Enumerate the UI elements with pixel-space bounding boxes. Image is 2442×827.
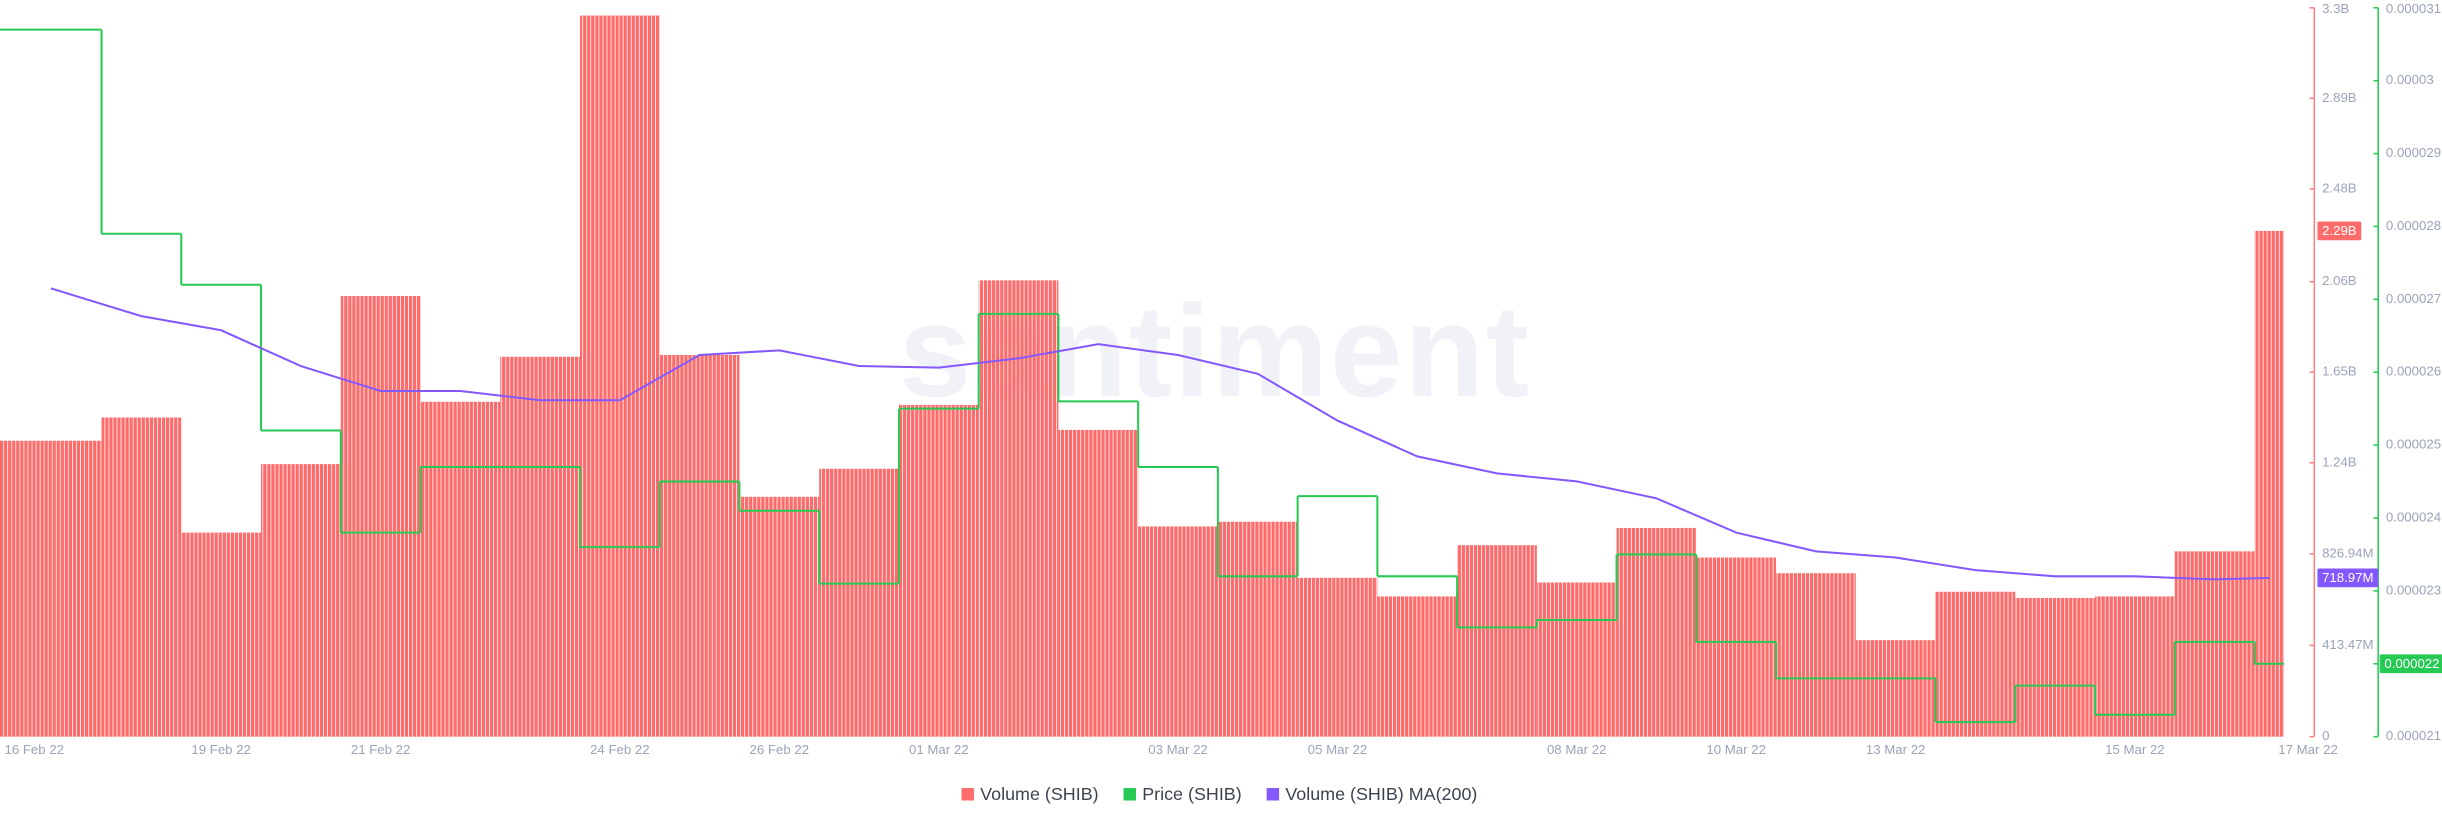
- value-label: 0.000022: [2384, 656, 2439, 671]
- x-tick-label: 19 Feb 22: [191, 742, 251, 757]
- bar: [1377, 596, 1458, 737]
- y2-tick-label: 0.000029: [2386, 145, 2441, 160]
- bar: [1217, 521, 1298, 737]
- bar: [1696, 557, 1777, 737]
- bar: [2254, 230, 2285, 737]
- legend-swatch: [961, 788, 974, 801]
- y-tick-label: 1.24B: [2322, 454, 2357, 469]
- bar: [0, 440, 102, 737]
- bar: [898, 404, 979, 737]
- bar: [739, 496, 820, 737]
- y2-tick-label: 0.000031: [2386, 1, 2441, 16]
- bar: [1536, 582, 1617, 737]
- bar: [579, 15, 660, 737]
- x-tick-label: 24 Feb 22: [590, 742, 650, 757]
- legend-swatch: [1266, 788, 1280, 801]
- x-tick-label: 01 Mar 22: [909, 742, 969, 757]
- y2-tick-label: 0.000027: [2386, 291, 2441, 306]
- x-tick-label: 17 Mar 22: [2278, 742, 2338, 757]
- y-tick-label: 1.65B: [2322, 364, 2357, 379]
- y-tick-label: 826.94M: [2322, 546, 2373, 561]
- bar: [261, 464, 341, 737]
- value-badge: 718.97M: [2317, 568, 2379, 588]
- value-label: 718.97M: [2322, 570, 2373, 585]
- legend: Volume (SHIB) Price (SHIB) Volume (SHIB) M…: [961, 784, 1477, 804]
- legend-label: Volume (SHIB): [980, 784, 1098, 804]
- bar: [819, 468, 899, 737]
- value-badge-box: [2379, 654, 2442, 674]
- bar: [1776, 573, 1856, 737]
- bar: [1138, 526, 1218, 737]
- legend-swatch: [1123, 788, 1136, 801]
- y-tick-label: 3.3B: [2322, 1, 2349, 16]
- bar: [659, 355, 740, 737]
- y2-tick-label: 0.00003: [2386, 72, 2434, 87]
- bar: [101, 417, 182, 737]
- x-tick-label: 13 Mar 22: [1866, 742, 1926, 757]
- y2-tick-label: 0.000028: [2386, 218, 2441, 233]
- x-tick-label: 21 Feb 22: [351, 742, 411, 757]
- y2-tick-label: 0.000025: [2386, 437, 2441, 452]
- bar: [2174, 551, 2255, 737]
- y2-tick-label: 0.000021: [2386, 728, 2441, 743]
- y2-tick-label: 0.000024: [2386, 510, 2441, 525]
- bar: [340, 296, 421, 737]
- bar: [181, 532, 262, 737]
- line: [50, 287, 2270, 581]
- bar: [1058, 429, 1139, 737]
- x-tick-label: 10 Mar 22: [1706, 742, 1766, 757]
- y-tick-label: 2.48B: [2322, 180, 2357, 195]
- y-tick-label: 0: [2322, 728, 2329, 743]
- bar: [2095, 596, 2175, 737]
- value-badge-box: [2317, 568, 2379, 588]
- x-tick-label: 05 Mar 22: [1308, 742, 1368, 757]
- x-tick-label: 16 Feb 22: [4, 742, 64, 757]
- bar: [1297, 577, 1378, 737]
- bar: [978, 280, 1059, 737]
- bar: [1855, 640, 1936, 737]
- y-tick-label: 413.47M: [2322, 637, 2373, 652]
- y2-tick-label: 0.000026: [2386, 364, 2441, 379]
- bar: [500, 356, 580, 737]
- value-label: 2.29B: [2322, 223, 2357, 238]
- bar: [1935, 591, 2016, 737]
- x-tick-label: 26 Feb 22: [750, 742, 810, 757]
- y2-tick-label: 0.000023: [2386, 582, 2441, 597]
- value-badge: 0.000022: [2379, 654, 2442, 674]
- legend-label: Price (SHIB): [1142, 784, 1242, 804]
- bar: [1457, 545, 1537, 737]
- legend-label: Volume (SHIB) MA(200): [1285, 784, 1477, 804]
- y-tick-label: 2.06B: [2322, 273, 2357, 288]
- bar: [420, 401, 501, 737]
- value-badge: 2.29B: [2317, 221, 2362, 241]
- y-tick-label: 2.89B: [2322, 90, 2357, 105]
- value-badge-box: [2317, 221, 2362, 241]
- bar: [2015, 597, 2096, 737]
- x-tick-label: 03 Mar 22: [1148, 742, 1208, 757]
- x-tick-label: 08 Mar 22: [1547, 742, 1607, 757]
- bar: [1616, 527, 1697, 737]
- x-tick-label: 15 Mar 22: [2105, 742, 2165, 757]
